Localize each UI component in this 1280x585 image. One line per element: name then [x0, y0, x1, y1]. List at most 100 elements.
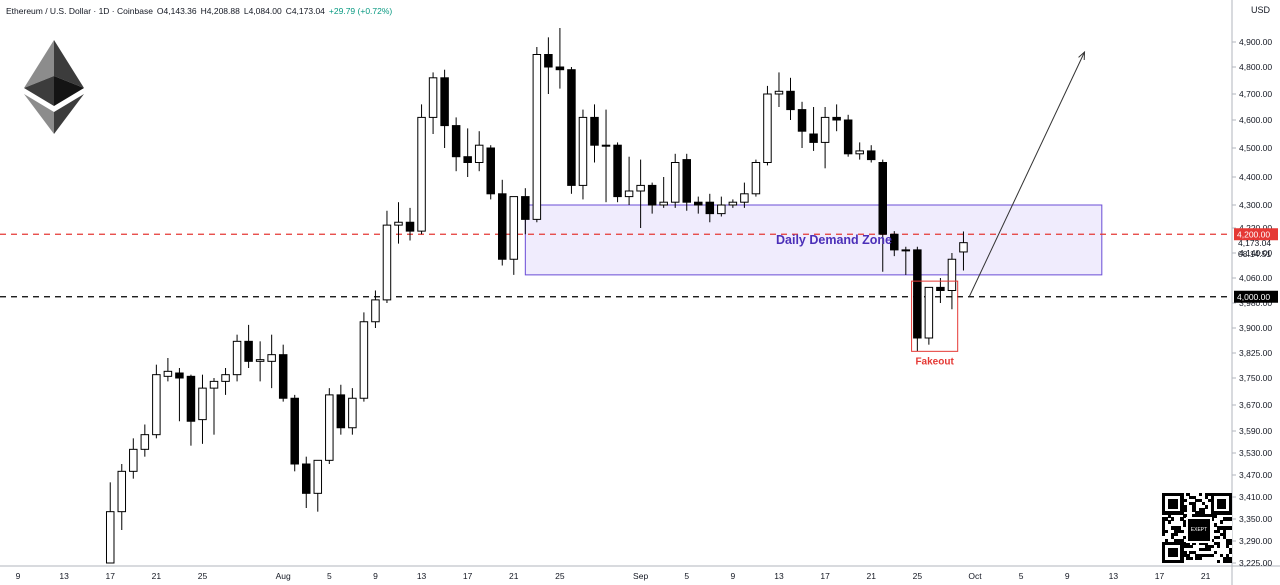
qr-module [1228, 547, 1233, 552]
qr-module [1171, 499, 1175, 503]
qr-module [1213, 493, 1218, 497]
qr-module [1174, 553, 1178, 558]
qr-module [1198, 556, 1202, 561]
x-tick-label: 13 [774, 571, 784, 581]
level-label: 4,200.00 [1237, 229, 1270, 239]
qr-module [1219, 502, 1224, 506]
qr-module [1222, 493, 1227, 497]
qr-module [1168, 547, 1172, 552]
qr-module [1189, 544, 1193, 549]
qr-module [1228, 556, 1233, 561]
candle-body [405, 221, 415, 232]
candle-body [878, 162, 887, 235]
qr-module [1216, 505, 1221, 509]
qr-module [1225, 517, 1230, 521]
y-tick-label: 3,980.00 [1239, 298, 1272, 308]
qr-module [1168, 520, 1172, 524]
qr-module [1180, 496, 1184, 500]
candle-body [232, 340, 242, 376]
qr-module [1213, 550, 1218, 555]
qr-module [1222, 532, 1227, 536]
qr-module [1171, 550, 1175, 555]
candle-body [728, 201, 738, 206]
qr-module [1183, 499, 1187, 503]
candle-body [578, 116, 588, 186]
qr-module [1162, 544, 1166, 549]
candle-body [636, 184, 645, 192]
candle-body [647, 184, 657, 206]
candle-body [959, 242, 968, 253]
x-tick-label: 25 [198, 571, 208, 581]
qr-module [1201, 553, 1205, 558]
candle-body [382, 224, 392, 301]
candle-body [348, 397, 357, 429]
qr-module [1204, 544, 1208, 549]
candle-body [913, 249, 922, 339]
qr-module [1201, 511, 1205, 515]
currency-label[interactable]: USD [1250, 5, 1270, 15]
qr-module [1201, 547, 1205, 552]
candle-body [244, 340, 253, 362]
qr-module [1174, 511, 1178, 515]
candle-body [428, 77, 438, 118]
x-tick-label: 25 [913, 571, 923, 581]
qr-module [1219, 493, 1224, 497]
qr-module [1162, 502, 1166, 506]
qr-module [1186, 553, 1190, 558]
qr-module [1210, 517, 1215, 521]
candle-body [659, 201, 668, 206]
x-tick-label: 17 [820, 571, 830, 581]
x-tick-label: Sep [633, 571, 648, 581]
candle-body [463, 156, 472, 163]
qr-module [1219, 505, 1224, 509]
candle-body [613, 144, 622, 198]
qr-module [1207, 499, 1211, 503]
x-tick-label: 9 [16, 571, 21, 581]
x-tick-label: 17 [106, 571, 116, 581]
qr-module [1198, 499, 1202, 503]
candle-body [117, 470, 127, 513]
qr-module [1219, 532, 1224, 536]
qr-module [1222, 559, 1227, 564]
qr-module [1192, 550, 1196, 555]
qr-module [1207, 544, 1211, 549]
qr-module [1192, 505, 1196, 509]
qr-module [1177, 493, 1181, 497]
candle-body [152, 374, 161, 436]
qr-module [1180, 544, 1184, 549]
qr-module [1171, 502, 1175, 506]
qr-module [1177, 541, 1181, 546]
qr-module [1216, 541, 1221, 546]
candle-body [705, 201, 715, 215]
qr-module [1189, 502, 1193, 506]
qr-module [1171, 541, 1175, 546]
candle-body [302, 463, 311, 494]
qr-module [1168, 559, 1172, 564]
qr-module [1219, 553, 1224, 558]
qr-module [1228, 550, 1233, 555]
qr-module [1180, 505, 1184, 509]
qr-module [1180, 508, 1184, 512]
y-tick-label: 4,600.00 [1239, 115, 1272, 125]
projection-arrow-head [1078, 50, 1086, 61]
qr-module [1210, 553, 1215, 558]
qr-module [1189, 496, 1193, 500]
candle-body [451, 125, 461, 158]
candle-body [774, 90, 784, 95]
qr-module [1213, 511, 1218, 515]
qr-module [1180, 550, 1184, 555]
y-tick-label: 4,140.00 [1239, 248, 1272, 258]
qr-module [1228, 559, 1233, 564]
qr-module [1225, 538, 1230, 542]
qr-module [1174, 559, 1178, 564]
qr-module [1162, 505, 1166, 509]
x-tick-label: 13 [59, 571, 69, 581]
qr-module [1204, 505, 1208, 509]
qr-module [1165, 511, 1169, 515]
qr-module [1174, 550, 1178, 555]
candle-body [809, 133, 818, 143]
qr-module [1228, 508, 1233, 512]
qr-module [1171, 511, 1175, 515]
candle-body [670, 162, 680, 203]
